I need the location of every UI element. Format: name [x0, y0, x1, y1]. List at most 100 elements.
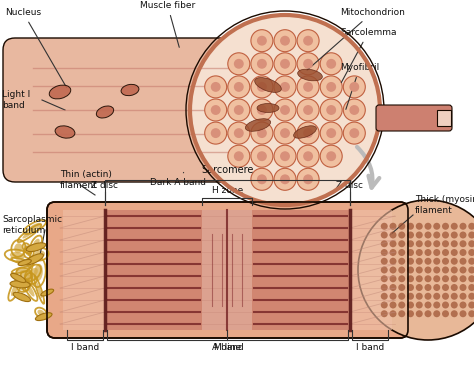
Circle shape	[398, 223, 405, 230]
Ellipse shape	[16, 268, 27, 272]
Circle shape	[407, 301, 414, 309]
Circle shape	[407, 310, 414, 317]
Ellipse shape	[298, 69, 322, 81]
Circle shape	[303, 128, 313, 138]
Circle shape	[451, 231, 458, 239]
Circle shape	[349, 128, 359, 138]
Ellipse shape	[10, 252, 25, 260]
Ellipse shape	[11, 282, 19, 296]
Circle shape	[398, 240, 405, 247]
Circle shape	[451, 240, 458, 247]
Circle shape	[425, 249, 431, 256]
Circle shape	[442, 223, 449, 230]
Text: Dark A band: Dark A band	[150, 173, 206, 187]
Circle shape	[390, 275, 396, 282]
Circle shape	[398, 231, 405, 239]
Text: Light I
band: Light I band	[2, 90, 30, 110]
Circle shape	[381, 284, 388, 291]
Circle shape	[303, 59, 313, 69]
Circle shape	[320, 53, 342, 75]
Circle shape	[398, 275, 405, 282]
Ellipse shape	[246, 119, 271, 131]
Circle shape	[280, 59, 290, 69]
Circle shape	[459, 293, 466, 300]
Text: Sarcoplasmic
reticulum: Sarcoplasmic reticulum	[2, 215, 62, 235]
Circle shape	[211, 128, 221, 138]
Circle shape	[251, 145, 273, 167]
Circle shape	[280, 151, 290, 161]
Circle shape	[190, 15, 380, 205]
Ellipse shape	[18, 260, 31, 266]
Text: Thick (myosin)
filament: Thick (myosin) filament	[415, 195, 474, 215]
Ellipse shape	[33, 239, 40, 248]
Circle shape	[425, 223, 431, 230]
Circle shape	[451, 223, 458, 230]
Circle shape	[468, 240, 474, 247]
Circle shape	[205, 122, 227, 144]
Text: Myofibril: Myofibril	[340, 63, 379, 109]
Circle shape	[433, 231, 440, 239]
Text: Thin (actin)
filament: Thin (actin) filament	[60, 170, 112, 190]
Ellipse shape	[28, 223, 42, 231]
Circle shape	[416, 293, 423, 300]
Circle shape	[451, 258, 458, 265]
Circle shape	[398, 266, 405, 274]
Circle shape	[433, 258, 440, 265]
Ellipse shape	[96, 106, 114, 118]
Circle shape	[251, 53, 273, 75]
Circle shape	[451, 249, 458, 256]
Circle shape	[358, 200, 474, 340]
Circle shape	[451, 293, 458, 300]
Circle shape	[280, 128, 290, 138]
Circle shape	[297, 76, 319, 98]
Circle shape	[228, 76, 250, 98]
Circle shape	[451, 284, 458, 291]
Circle shape	[433, 310, 440, 317]
Circle shape	[390, 301, 396, 309]
Ellipse shape	[24, 245, 29, 251]
Circle shape	[381, 275, 388, 282]
Circle shape	[451, 301, 458, 309]
Circle shape	[459, 301, 466, 309]
Circle shape	[468, 293, 474, 300]
Circle shape	[459, 266, 466, 274]
Circle shape	[257, 82, 267, 92]
Circle shape	[398, 249, 405, 256]
Circle shape	[468, 284, 474, 291]
Circle shape	[257, 174, 267, 184]
Ellipse shape	[25, 277, 30, 288]
Circle shape	[320, 76, 342, 98]
Circle shape	[416, 310, 423, 317]
Ellipse shape	[26, 249, 32, 256]
Circle shape	[459, 240, 466, 247]
Circle shape	[425, 284, 431, 291]
Circle shape	[211, 82, 221, 92]
Circle shape	[451, 266, 458, 274]
Circle shape	[228, 53, 250, 75]
Circle shape	[416, 249, 423, 256]
Circle shape	[280, 105, 290, 115]
Circle shape	[303, 36, 313, 46]
Ellipse shape	[293, 126, 317, 138]
Circle shape	[381, 266, 388, 274]
Circle shape	[416, 223, 423, 230]
Ellipse shape	[22, 228, 36, 239]
Ellipse shape	[55, 126, 75, 138]
Text: I band: I band	[356, 343, 384, 352]
Circle shape	[416, 284, 423, 291]
Bar	[63, 210, 105, 330]
Circle shape	[442, 284, 449, 291]
Circle shape	[468, 266, 474, 274]
Circle shape	[280, 36, 290, 46]
Circle shape	[425, 258, 431, 265]
Circle shape	[234, 151, 244, 161]
Circle shape	[390, 258, 396, 265]
Circle shape	[433, 301, 440, 309]
Circle shape	[320, 122, 342, 144]
Ellipse shape	[34, 264, 43, 281]
Circle shape	[459, 275, 466, 282]
Circle shape	[381, 249, 388, 256]
Circle shape	[297, 53, 319, 75]
Circle shape	[297, 145, 319, 167]
Circle shape	[416, 275, 423, 282]
